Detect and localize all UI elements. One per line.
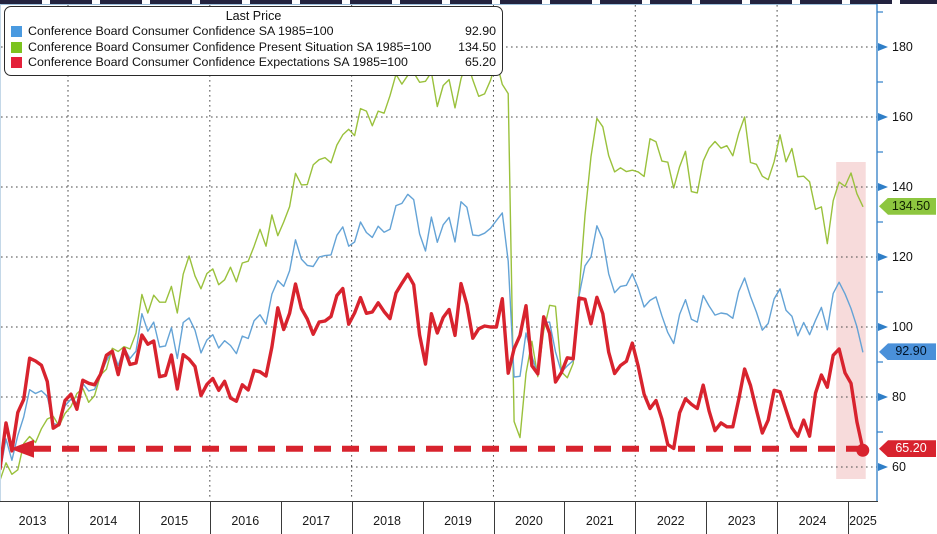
x-axis-year-label: 2025 [849, 514, 877, 528]
legend-item: Conference Board Consumer Confidence SA … [11, 24, 496, 40]
x-axis-year-label: 2021 [585, 514, 614, 528]
legend-item-label: Conference Board Consumer Confidence Pre… [28, 39, 432, 54]
legend-swatch-icon [11, 41, 22, 53]
legend-item: Conference Board Consumer Confidence Exp… [11, 55, 496, 71]
legend-item-value: 92.90 [464, 24, 496, 38]
tick-arrow-icon [878, 393, 888, 401]
x-axis-divider [706, 502, 708, 534]
highlight-region [836, 162, 866, 479]
x-axis-year-label: 2020 [515, 514, 543, 528]
y-axis-label: 140 [892, 180, 913, 194]
x-axis-year-label: 2024 [798, 514, 827, 528]
x-axis-divider [209, 502, 211, 534]
legend-item-label: Conference Board Consumer Confidence SA … [28, 24, 334, 38]
legend-item: Conference Board Consumer Confidence Pre… [11, 40, 496, 56]
x-axis-year-label: 2023 [727, 514, 756, 528]
x-axis-year-label: 2013 [18, 514, 47, 528]
tick-arrow-icon [878, 323, 888, 331]
legend-rows: Conference Board Consumer Confidence SA … [11, 24, 496, 71]
x-axis-year-label: 2018 [373, 514, 401, 528]
x-axis-divider [422, 502, 424, 534]
y-axis-label: 160 [892, 110, 913, 124]
x-axis-divider [848, 502, 849, 534]
endpoint-dot [856, 443, 870, 457]
x-axis-year-label: 2016 [231, 514, 260, 528]
y-axis-label: 100 [892, 320, 913, 334]
x-axis-divider [351, 502, 353, 534]
x-axis-year-label: 2015 [160, 514, 189, 528]
x-axis-year-label: 2022 [656, 514, 685, 528]
legend-item-value: 134.50 [458, 39, 496, 54]
last-price-badge: 65.20 [879, 440, 936, 458]
tick-arrow-icon [878, 43, 888, 51]
last-price-badge: 134.50 [879, 197, 936, 215]
plot-area-frame [0, 4, 877, 501]
arrow-left-icon [10, 439, 34, 458]
x-axis-year-label: 2019 [444, 514, 472, 528]
legend-swatch-icon [11, 57, 22, 69]
y-axis-label: 80 [892, 390, 906, 404]
legend-item-value: 65.20 [464, 55, 496, 69]
legend-box: Last Price Conference Board Consumer Con… [4, 6, 503, 76]
legend-item-label: Conference Board Consumer Confidence Exp… [28, 55, 408, 69]
top-border-dashed-line [0, 0, 937, 4]
x-axis: 2013 2014 2015 2016 2017 2018 2019 2020 2021 2022… [0, 501, 878, 534]
y-axis-label: 180 [892, 40, 913, 54]
x-axis-divider [777, 502, 779, 534]
x-axis-divider [564, 502, 566, 534]
tick-arrow-icon [878, 253, 888, 261]
x-axis-divider [280, 502, 282, 534]
tick-arrow-icon [878, 183, 888, 191]
legend-swatch-icon [11, 26, 22, 38]
last-price-badge: 92.90 [879, 343, 936, 361]
series-line-expectations [1, 272, 865, 471]
legend-title: Last Price [225, 9, 282, 23]
y-axis-label: 60 [892, 460, 906, 474]
tick-arrow-icon [878, 463, 888, 471]
x-axis-divider [138, 502, 140, 534]
x-axis-divider [635, 502, 637, 534]
series-line-confidence [1, 193, 864, 471]
x-axis-divider [68, 502, 69, 534]
x-axis-divider [493, 502, 495, 534]
x-axis-year-label: 2014 [89, 514, 118, 528]
x-axis-year-label: 2017 [302, 514, 331, 528]
y-axis-label: 120 [892, 250, 913, 264]
tick-arrow-icon [878, 113, 888, 121]
